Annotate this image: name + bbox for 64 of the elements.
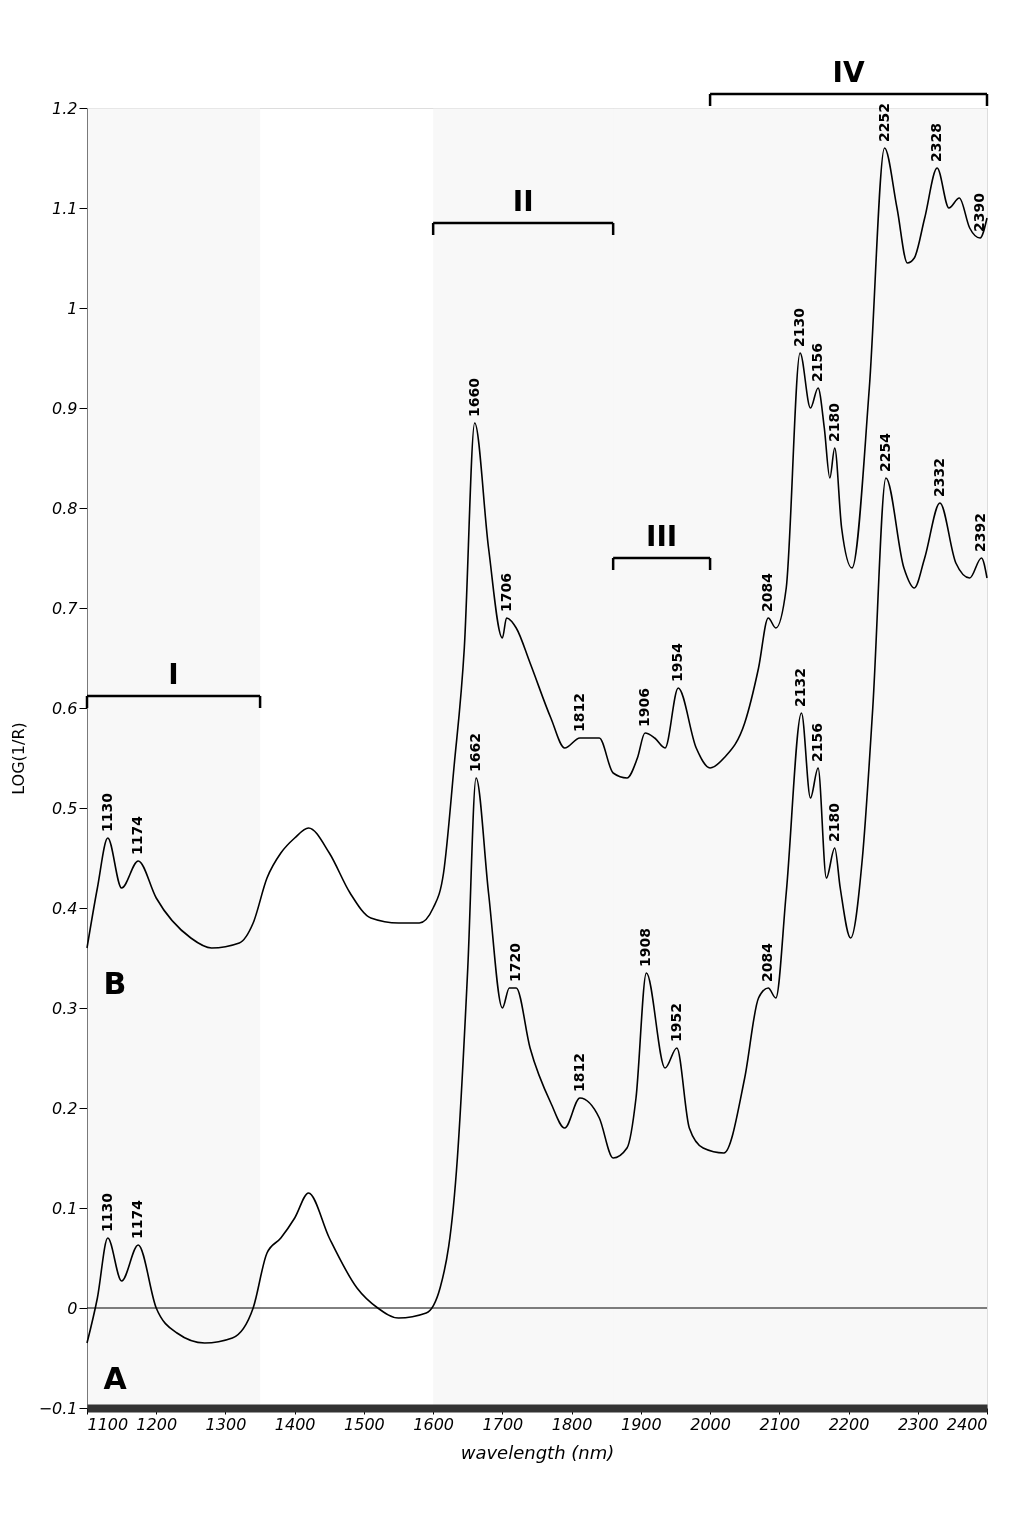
y-tick-label: 0 — [67, 1298, 78, 1318]
annotation: 1174 — [129, 815, 146, 855]
annotation: 1706 — [497, 573, 514, 612]
x-tick-label: 1600 — [413, 1414, 455, 1434]
annotation: 1720 — [507, 942, 524, 982]
x-tick-label: 1500 — [344, 1414, 385, 1434]
x-tick-label: 1400 — [274, 1414, 316, 1434]
y-tick-label: 1 — [67, 298, 78, 318]
band-label: IV — [832, 56, 865, 89]
annotation: 2390 — [971, 192, 988, 232]
annotation: 2252 — [875, 103, 892, 142]
x-tick-label: 2400 — [946, 1414, 988, 1434]
annotation: 1954 — [669, 642, 686, 682]
y-tick-label: 0.5 — [52, 798, 78, 818]
y-tick-label: 0.7 — [52, 598, 79, 618]
band-label: III — [645, 520, 678, 553]
annotation: 1906 — [636, 688, 652, 727]
annotation: 2156 — [809, 723, 826, 762]
annotation: 2328 — [928, 123, 945, 162]
annotation: 2392 — [972, 513, 989, 552]
annotation: 1130 — [98, 1192, 115, 1232]
annotation: 1812 — [570, 1053, 587, 1092]
band-label: I — [168, 658, 179, 691]
x-axis-title: wavelength (nm) — [460, 1441, 615, 1463]
y-tick-label: 0.3 — [52, 998, 78, 1018]
series-label: A — [103, 1361, 128, 1396]
annotation: 2084 — [759, 572, 776, 612]
annotation: 1908 — [637, 928, 654, 967]
annotation: 2084 — [759, 942, 776, 982]
y-tick-label: 0.1 — [52, 1198, 78, 1218]
x-tick-label: 2000 — [690, 1414, 731, 1434]
annotation: 2130 — [791, 307, 808, 347]
x-tick-label: 1900 — [620, 1414, 662, 1434]
y-tick-label: 0.6 — [52, 698, 78, 718]
annotation: 1130 — [98, 792, 115, 832]
x-tick-label: 2200 — [828, 1414, 870, 1434]
x-tick-label: 1300 — [205, 1414, 247, 1434]
x-tick-label: 1800 — [551, 1414, 593, 1434]
series-label: B — [103, 966, 127, 1001]
annotation: 2180 — [825, 802, 842, 842]
y-tick-label: 0.4 — [52, 898, 78, 918]
y-tick-label: −0.1 — [38, 1398, 78, 1418]
annotation: 1952 — [667, 1003, 684, 1042]
annotation: 2180 — [825, 402, 842, 442]
y-tick-label: 0.8 — [52, 498, 78, 518]
y-axis-title: LOG(1/R) — [8, 722, 28, 795]
x-tick-label: 1700 — [482, 1414, 524, 1434]
annotation: 1662 — [467, 733, 484, 772]
y-tick-label: 1.2 — [52, 98, 78, 118]
annotation: 2132 — [792, 668, 809, 707]
annotation: 2332 — [930, 458, 947, 497]
annotation: 1812 — [570, 693, 587, 732]
annotation: 2254 — [876, 432, 893, 472]
x-tick-label: 1100 — [87, 1414, 129, 1434]
y-tick-label: 0.2 — [52, 1098, 78, 1118]
annotation: 1660 — [465, 377, 482, 417]
x-tick-label: 2300 — [897, 1414, 939, 1434]
y-tick-label: 1.1 — [52, 198, 78, 218]
y-tick-label: 0.9 — [52, 398, 78, 418]
x-tick-label: 2100 — [759, 1414, 801, 1434]
annotation: 2156 — [809, 343, 826, 382]
x-tick-label: 1200 — [136, 1414, 178, 1434]
annotation: 1174 — [129, 1199, 146, 1239]
band-label: II — [512, 185, 534, 218]
